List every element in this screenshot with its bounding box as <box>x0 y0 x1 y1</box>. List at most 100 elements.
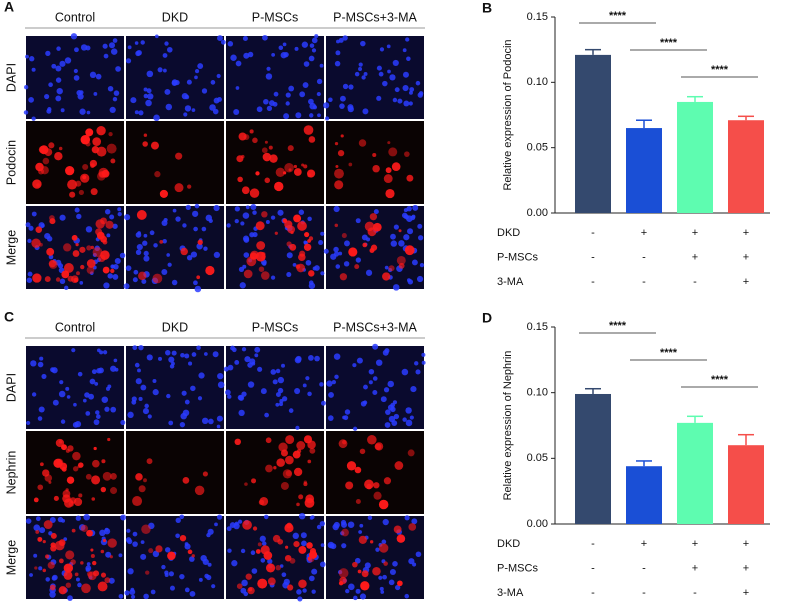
nucleus <box>194 285 202 293</box>
stain <box>284 220 293 229</box>
nucleus <box>226 223 231 228</box>
stain <box>265 437 272 444</box>
significance-label: **** <box>711 374 729 386</box>
nucleus <box>140 540 145 545</box>
y-tick-label: 0.05 <box>527 142 548 154</box>
stain <box>404 151 410 157</box>
nucleus <box>142 408 149 415</box>
stain <box>175 152 183 160</box>
stain <box>236 583 243 590</box>
nucleus <box>217 381 225 389</box>
nucleus <box>85 565 92 572</box>
stain <box>39 462 44 467</box>
nucleus <box>123 214 131 221</box>
nucleus <box>320 400 326 406</box>
nucleus <box>402 417 407 422</box>
stain <box>372 566 381 576</box>
nucleus <box>168 356 175 363</box>
nucleus <box>316 78 323 85</box>
nucleus <box>137 368 141 373</box>
stain <box>257 542 262 547</box>
micrograph <box>125 34 226 122</box>
nucleus <box>354 71 360 77</box>
stain <box>101 459 106 464</box>
stain <box>261 147 268 154</box>
nucleus <box>152 550 160 558</box>
stain <box>388 265 395 272</box>
nucleus <box>320 231 325 236</box>
nucleus <box>392 561 398 567</box>
nucleus <box>305 259 312 266</box>
stain <box>89 159 98 168</box>
nucleus <box>227 548 232 553</box>
nucleus <box>360 40 366 47</box>
nucleus <box>363 72 368 76</box>
stain <box>308 136 316 143</box>
stain <box>357 569 362 574</box>
stain <box>72 250 80 257</box>
stain <box>397 580 403 587</box>
stain <box>196 275 201 280</box>
nucleus <box>191 108 196 112</box>
stain <box>102 239 108 245</box>
nucleus <box>144 403 149 409</box>
stain <box>286 241 292 247</box>
nucleus <box>309 43 315 48</box>
stain <box>378 499 389 510</box>
stain <box>69 191 76 198</box>
nucleus <box>181 390 187 396</box>
stain <box>90 188 98 196</box>
nucleus <box>138 110 144 116</box>
nucleus <box>184 105 192 112</box>
stain <box>92 560 97 566</box>
nucleus <box>140 384 147 391</box>
stain <box>249 188 260 198</box>
stain <box>308 556 315 563</box>
nucleus <box>152 389 159 396</box>
nucleus <box>163 217 168 223</box>
nucleus <box>111 264 115 269</box>
nucleus <box>288 85 295 92</box>
stain <box>49 218 56 225</box>
stain <box>91 475 101 485</box>
nucleus <box>95 410 100 415</box>
nucleus <box>167 262 172 267</box>
column-header: P-MSCs+3-MA <box>333 320 417 334</box>
nucleus <box>347 106 354 113</box>
stain <box>82 163 89 171</box>
nucleus <box>353 595 358 601</box>
stain <box>194 485 205 496</box>
nucleus <box>70 33 78 40</box>
column-header: Control <box>55 10 95 24</box>
stain <box>261 252 266 257</box>
stain <box>396 255 406 265</box>
column-header: P-MSCs <box>252 320 299 334</box>
stain <box>167 551 176 561</box>
nucleus <box>277 209 284 216</box>
nucleus <box>319 561 326 568</box>
nucleus <box>299 91 306 98</box>
nucleus <box>194 203 200 209</box>
nucleus <box>364 562 371 569</box>
nucleus <box>161 564 166 570</box>
nucleus <box>217 35 223 42</box>
nucleus <box>308 354 314 361</box>
nucleus <box>260 388 267 395</box>
stain <box>369 213 378 221</box>
stain <box>255 171 260 176</box>
nucleus <box>260 558 266 563</box>
stain <box>362 242 368 248</box>
nucleus <box>60 108 65 113</box>
nucleus <box>194 75 198 80</box>
nucleus <box>110 365 117 372</box>
stain <box>141 524 151 534</box>
nucleus <box>71 348 76 353</box>
column-header: Control <box>55 320 95 334</box>
stain <box>284 162 294 173</box>
stain <box>33 497 39 503</box>
stain <box>76 271 80 276</box>
nucleus <box>234 521 239 526</box>
nucleus <box>403 100 410 107</box>
stain <box>137 271 147 281</box>
nucleus <box>33 524 41 532</box>
